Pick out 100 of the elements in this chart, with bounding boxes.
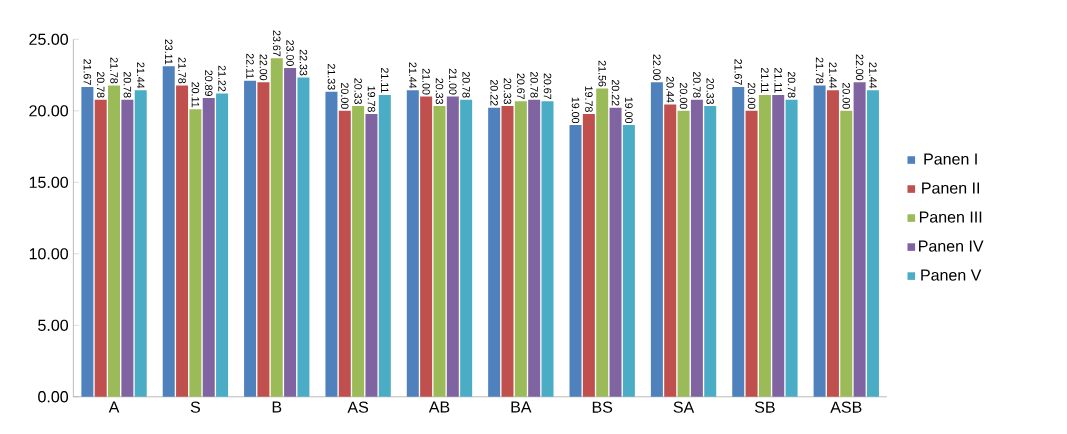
y-tick-label: 0.00 <box>38 391 69 403</box>
x-tick-label: BA <box>511 401 532 413</box>
bar <box>81 86 94 397</box>
data-label: 22.00 <box>259 54 268 81</box>
bar <box>677 110 690 397</box>
data-label: 22.33 <box>299 49 308 76</box>
bar <box>650 82 663 397</box>
data-label: 21.56 <box>598 60 606 87</box>
data-label: 20.67 <box>543 73 552 100</box>
data-label: 20.22 <box>490 79 498 106</box>
data-label: 20.78 <box>123 71 132 98</box>
data-label: 20.33 <box>503 78 512 104</box>
data-label: 20.89 <box>204 70 213 96</box>
bar <box>365 113 378 397</box>
data-label: 22.00 <box>653 54 661 81</box>
data-label: 19.78 <box>367 86 376 112</box>
data-label: 21.11 <box>381 67 389 93</box>
data-label: 19.78 <box>585 86 593 112</box>
bar <box>853 82 866 397</box>
data-label: 21.67 <box>83 59 92 85</box>
bar <box>108 85 121 397</box>
bar <box>501 106 514 397</box>
data-label: 20.33 <box>706 78 714 104</box>
bar <box>569 125 582 397</box>
data-label: 23.67 <box>272 30 281 57</box>
data-label: 20.00 <box>842 83 851 109</box>
bar <box>813 85 826 397</box>
data-label: 21.44 <box>869 62 877 89</box>
data-label: 19.00 <box>625 97 633 124</box>
data-label: 20.22 <box>611 79 620 106</box>
bar <box>134 90 147 397</box>
data-label: 23.00 <box>286 40 294 66</box>
data-label: 20.11 <box>191 82 200 108</box>
bar <box>433 106 446 397</box>
bar <box>528 99 541 397</box>
data-label: 19.00 <box>571 97 580 124</box>
data-label: 20.67 <box>517 73 525 100</box>
bar <box>325 91 338 397</box>
bar <box>541 101 554 397</box>
legend-label: Panen II <box>922 182 979 194</box>
bar <box>420 96 433 397</box>
bar <box>446 96 459 397</box>
bar <box>257 82 270 397</box>
bar <box>664 104 677 397</box>
bar <box>609 107 622 397</box>
data-label: 20.33 <box>435 78 444 104</box>
bar <box>270 58 283 397</box>
bar <box>121 99 134 397</box>
x-tick-label: ASB <box>830 401 862 413</box>
y-tick-label: 25.00 <box>29 33 69 45</box>
bar <box>514 101 527 397</box>
y-tick-label: 15.00 <box>29 176 69 188</box>
bar <box>189 109 202 397</box>
data-label: 21.44 <box>829 62 837 89</box>
bar <box>772 94 785 397</box>
data-label: 20.78 <box>530 71 538 98</box>
data-label: 22.00 <box>855 54 864 81</box>
bar <box>488 107 501 397</box>
bar <box>378 94 391 397</box>
bar <box>596 88 609 397</box>
bar <box>704 106 717 397</box>
x-tick-label: SB <box>754 401 775 413</box>
bar <box>162 66 175 397</box>
bar <box>622 125 635 397</box>
data-label: 20.78 <box>96 71 105 98</box>
x-tick-label: S <box>190 401 200 413</box>
data-label: 21.78 <box>178 57 186 84</box>
data-label: 22.11 <box>246 53 254 79</box>
x-tick-label: A <box>108 401 120 413</box>
y-tick-label: 5.00 <box>38 319 69 331</box>
data-label: 21.78 <box>110 57 118 84</box>
bar <box>866 90 879 397</box>
bar <box>840 110 853 397</box>
y-tick-label: 20.00 <box>29 105 69 117</box>
data-label: 20.33 <box>354 78 362 104</box>
data-label: 20.00 <box>679 83 688 109</box>
bar <box>297 77 310 397</box>
bar <box>406 90 419 397</box>
data-label: 21.44 <box>409 62 417 89</box>
bar <box>785 99 798 397</box>
bar <box>284 67 297 397</box>
x-tick-label: AS <box>347 401 369 413</box>
legend-label: Panen III <box>919 211 982 223</box>
bar <box>826 90 839 397</box>
data-label: 20.78 <box>787 71 796 98</box>
legend-label: Panen IV <box>919 240 984 252</box>
data-label: 23.11 <box>164 39 173 65</box>
bar <box>690 99 703 397</box>
data-label: 21.78 <box>815 57 824 84</box>
bar <box>202 98 215 397</box>
bar <box>244 80 257 397</box>
data-label: 20.00 <box>341 83 349 109</box>
bar <box>338 110 351 397</box>
bar <box>745 110 758 397</box>
bar <box>94 99 107 397</box>
data-label: 21.11 <box>774 67 782 93</box>
bar <box>582 113 595 397</box>
x-tick-label: BS <box>592 401 613 413</box>
data-label: 20.00 <box>747 83 756 109</box>
legend-label: Panen V <box>921 269 982 281</box>
